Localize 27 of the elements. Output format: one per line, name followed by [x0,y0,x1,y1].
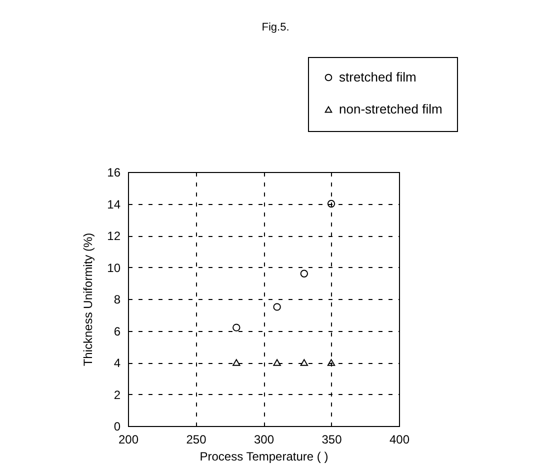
y-tick-label: 10 [107,260,121,275]
point [327,200,336,208]
point [300,270,308,278]
point [327,359,336,366]
x-tick-label: 250 [186,432,207,446]
y-tick-label: 16 [107,166,121,180]
y-axis-title: Thickness Uniformity (%) [81,232,96,366]
x-tick-label: 300 [254,432,274,446]
y-tick-label: 12 [107,229,121,243]
x-tick-label: 400 [389,432,410,446]
y-tick-label: 8 [114,292,121,306]
x-tick-label: 200 [118,432,139,446]
y-tick-label: 6 [114,324,121,338]
legend-label: stretched film [339,70,416,84]
x-tick-label: 350 [322,432,342,446]
point [232,359,240,366]
point [273,303,281,311]
point [232,324,240,332]
point [300,359,308,366]
legend-label: non-stretched film [339,102,442,116]
y-tick-label: 14 [107,197,121,212]
y-tick-label: 0 [114,420,121,434]
x-axis-title: Process Temperature ( ) [200,450,328,464]
y-tick-label: 4 [114,356,121,370]
y-tick-label: 2 [114,388,121,402]
point [273,359,281,366]
chart-title: Fig.5. [262,22,290,34]
